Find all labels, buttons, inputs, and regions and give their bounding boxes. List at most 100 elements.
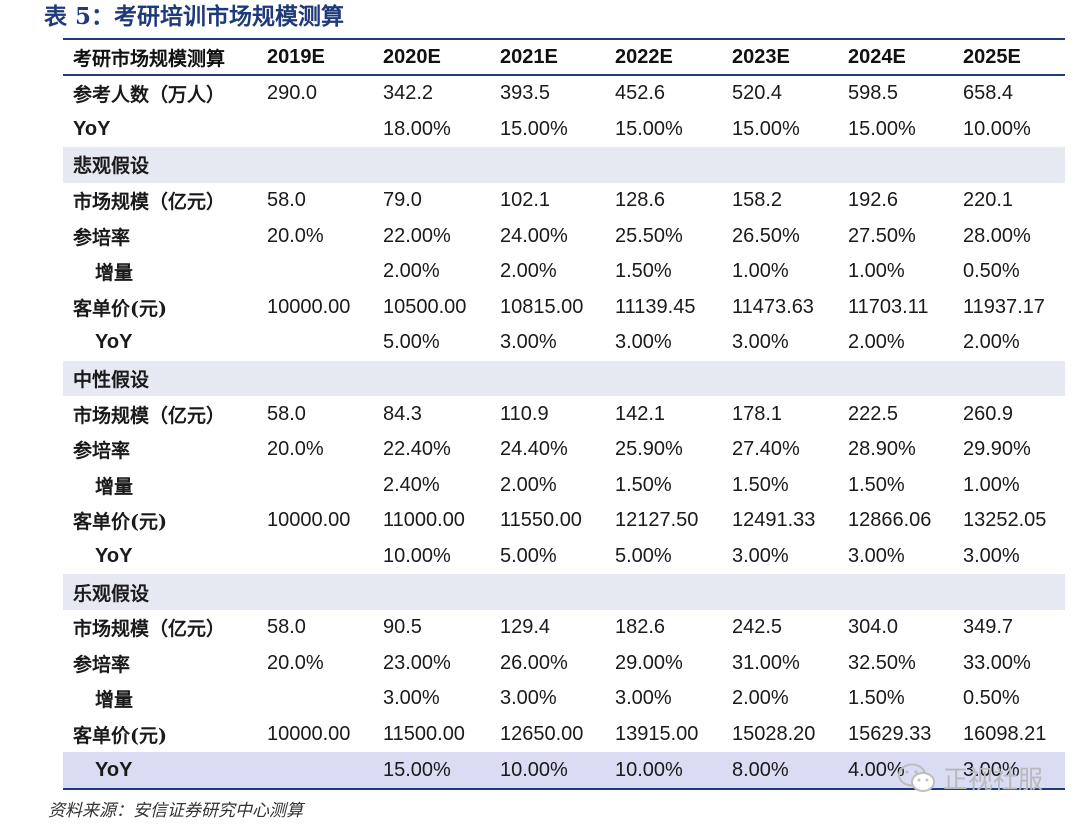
table-cell bbox=[267, 681, 383, 717]
table-cell: 29.90% bbox=[963, 438, 1031, 461]
table-cell: 23.00% bbox=[383, 651, 451, 674]
table-cell bbox=[267, 112, 383, 148]
market-size-table: 考研市场规模测算 2019E 2020E 2021E 2022E 2023E 2… bbox=[63, 40, 1065, 788]
table-cell bbox=[267, 539, 383, 575]
table-cell: 349.7 bbox=[963, 616, 1014, 639]
table-cell: 3.00% bbox=[732, 331, 789, 354]
table-cell: 3.00% bbox=[963, 752, 1065, 788]
row-label: 增量 bbox=[95, 689, 134, 712]
table-cell: 11139.45 bbox=[615, 295, 696, 318]
table-cell: 15.00% bbox=[615, 117, 683, 140]
table-row: YoY 10.00% 5.00% 5.00% 3.00% 3.00% 3.00% bbox=[63, 539, 1065, 575]
table-cell: 10000.00 bbox=[267, 295, 351, 318]
table-cell: 58.0 bbox=[267, 616, 306, 639]
table-cell: 27.50% bbox=[848, 224, 916, 247]
table-cell: 290.0 bbox=[267, 82, 318, 105]
table-cell: 10.00% bbox=[383, 545, 451, 568]
table-cell: 12866.06 bbox=[848, 509, 932, 532]
row-label: 参培率 bbox=[73, 653, 131, 676]
table-row: 参培率 20.0% 23.00% 26.00% 29.00% 31.00% 32.50% 33… bbox=[63, 646, 1065, 682]
table-cell: 1.50% bbox=[848, 473, 905, 496]
row-label: YoY bbox=[95, 331, 133, 354]
table-cell: 22.40% bbox=[383, 438, 451, 461]
row-label: 增量 bbox=[95, 475, 134, 498]
table-cell: 1.50% bbox=[615, 260, 672, 283]
table-cell: 79.0 bbox=[383, 189, 422, 212]
table-cell: 102.1 bbox=[500, 189, 551, 212]
table-cell: 31.00% bbox=[732, 651, 800, 674]
table-cell: 0.50% bbox=[963, 260, 1020, 283]
table-cell: 33.00% bbox=[963, 651, 1031, 674]
table-cell: 1.50% bbox=[848, 687, 905, 710]
table-cell: 11000.00 bbox=[383, 509, 465, 532]
table-cell: 3.00% bbox=[500, 331, 557, 354]
header-cell: 2023E bbox=[732, 45, 790, 68]
row-label: YoY bbox=[63, 752, 267, 788]
table-cell: 15629.33 bbox=[848, 722, 932, 745]
row-label: 客单价(元) bbox=[73, 511, 167, 534]
header-row: 考研市场规模测算 2019E 2020E 2021E 2022E 2023E 2… bbox=[63, 40, 1065, 75]
table-row: 参培率 20.0% 22.40% 24.40% 25.90% 27.40% 28.90% 29… bbox=[63, 432, 1065, 468]
header-cell: 2025E bbox=[963, 45, 1021, 68]
table-cell: 16098.21 bbox=[963, 722, 1047, 745]
bottom-rule bbox=[63, 787, 1065, 790]
header-cell: 2021E bbox=[500, 45, 558, 68]
table-cell: 13252.05 bbox=[963, 509, 1047, 532]
table-row: 市场规模（亿元） 58.0 90.5 129.4 182.6 242.5 304.0 349.… bbox=[63, 610, 1065, 646]
table-cell: 598.5 bbox=[848, 82, 899, 105]
table-cell: 158.2 bbox=[732, 189, 783, 212]
table-cell: 25.50% bbox=[615, 224, 683, 247]
table-cell: 3.00% bbox=[500, 687, 557, 710]
row-label: YoY bbox=[73, 117, 111, 140]
table-row: 增量 2.40% 2.00% 1.50% 1.50% 1.50% 1.00% bbox=[63, 468, 1065, 504]
table-cell: 178.1 bbox=[732, 402, 783, 425]
row-label: YoY bbox=[95, 545, 133, 568]
table-cell bbox=[267, 468, 383, 504]
table-cell: 129.4 bbox=[500, 616, 551, 639]
header-cell: 2020E bbox=[383, 45, 441, 68]
table-cell: 20.0% bbox=[267, 224, 324, 247]
table-cell: 452.6 bbox=[615, 82, 666, 105]
section-row: 乐观假设 bbox=[63, 574, 1065, 610]
table-cell: 24.40% bbox=[500, 438, 568, 461]
table-cell: 520.4 bbox=[732, 82, 783, 105]
table-cell: 2.00% bbox=[383, 260, 440, 283]
section-row: 悲观假设 bbox=[63, 147, 1065, 183]
section-label: 悲观假设 bbox=[63, 147, 1065, 183]
header-cell: 2024E bbox=[848, 45, 906, 68]
table-cell: 5.00% bbox=[500, 545, 557, 568]
table-cell: 2.00% bbox=[500, 260, 557, 283]
table-row: 客单价(元) 10000.00 10500.00 10815.00 11139.45 11… bbox=[63, 290, 1065, 326]
table-cell: 1.00% bbox=[848, 260, 905, 283]
table-cell: 2.00% bbox=[732, 687, 789, 710]
table-cell: 182.6 bbox=[615, 616, 666, 639]
table-cell: 304.0 bbox=[848, 616, 899, 639]
table-cell: 84.3 bbox=[383, 402, 422, 425]
table-cell: 15.00% bbox=[383, 752, 500, 788]
table-cell: 10000.00 bbox=[267, 722, 351, 745]
table-cell: 13915.00 bbox=[615, 722, 699, 745]
table-cell: 15.00% bbox=[500, 117, 568, 140]
table-cell: 2.40% bbox=[383, 473, 440, 496]
table-row: 市场规模（亿元） 58.0 84.3 110.9 142.1 178.1 222.5 260.… bbox=[63, 396, 1065, 432]
table-row: 客单价(元) 10000.00 11000.00 11550.00 12127.50 12… bbox=[63, 503, 1065, 539]
table-cell bbox=[267, 254, 383, 290]
table-cell: 26.00% bbox=[500, 651, 568, 674]
table-cell: 28.90% bbox=[848, 438, 916, 461]
watermark-text: 正视社服 bbox=[943, 765, 1044, 794]
table-cell: 12650.00 bbox=[500, 722, 584, 745]
row-label: 市场规模（亿元） bbox=[73, 191, 226, 214]
table-row: YoY 18.00% 15.00% 15.00% 15.00% 15.00% 10.00% bbox=[63, 112, 1065, 148]
table-cell: 26.50% bbox=[732, 224, 800, 247]
section-row: 中性假设 bbox=[63, 360, 1065, 397]
table-cell: 27.40% bbox=[732, 438, 800, 461]
table-cell: 342.2 bbox=[383, 82, 434, 105]
table-cell bbox=[267, 325, 383, 361]
table-row: 增量 3.00% 3.00% 3.00% 2.00% 1.50% 0.50% bbox=[63, 681, 1065, 717]
table-cell: 5.00% bbox=[615, 545, 672, 568]
row-label: 市场规模（亿元） bbox=[73, 404, 226, 427]
table-cell: 1.50% bbox=[732, 473, 789, 496]
table-cell: 222.5 bbox=[848, 402, 899, 425]
table-title: 表 5：考研培训市场规模测算 bbox=[44, 3, 345, 30]
table-cell: 58.0 bbox=[267, 402, 306, 425]
